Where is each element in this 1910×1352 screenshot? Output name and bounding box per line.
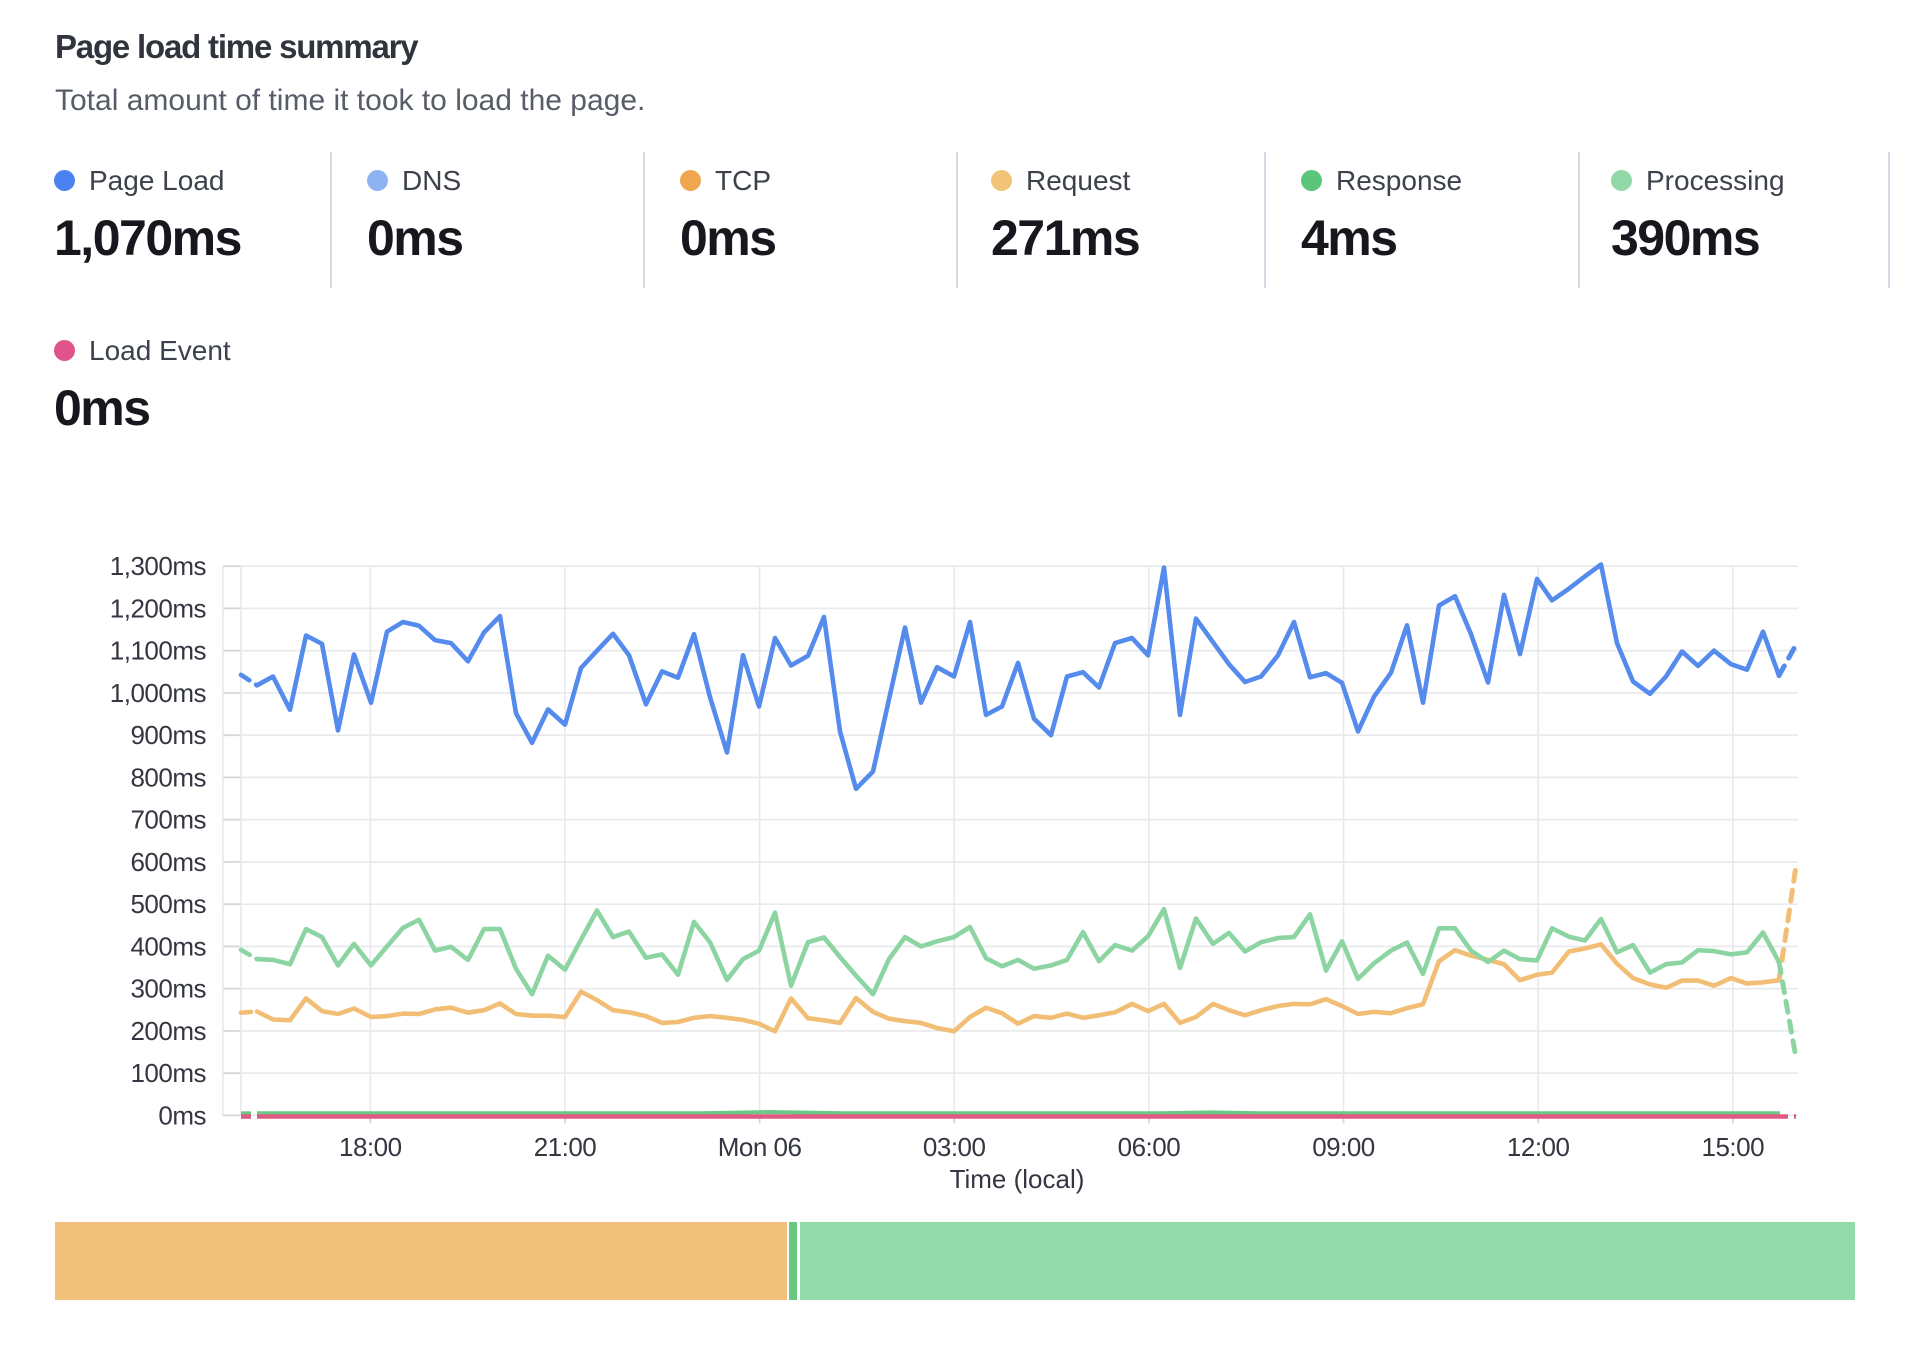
svg-text:800ms: 800ms: [130, 762, 206, 792]
svg-text:15:00: 15:00: [1702, 1132, 1765, 1162]
svg-text:600ms: 600ms: [130, 847, 206, 877]
svg-text:200ms: 200ms: [130, 1016, 206, 1046]
svg-text:900ms: 900ms: [130, 720, 206, 750]
svg-text:Time (local): Time (local): [950, 1164, 1085, 1194]
svg-text:18:00: 18:00: [339, 1132, 402, 1162]
svg-text:100ms: 100ms: [130, 1058, 206, 1088]
svg-text:300ms: 300ms: [130, 974, 206, 1004]
svg-text:03:00: 03:00: [923, 1132, 986, 1162]
svg-text:06:00: 06:00: [1118, 1132, 1181, 1162]
svg-text:1,100ms: 1,100ms: [110, 636, 207, 666]
svg-text:700ms: 700ms: [130, 805, 206, 835]
svg-text:09:00: 09:00: [1312, 1132, 1375, 1162]
svg-text:12:00: 12:00: [1507, 1132, 1570, 1162]
svg-text:1,300ms: 1,300ms: [110, 551, 207, 581]
svg-text:500ms: 500ms: [130, 889, 206, 919]
svg-text:0ms: 0ms: [158, 1100, 206, 1130]
svg-text:400ms: 400ms: [130, 931, 206, 961]
svg-text:1,000ms: 1,000ms: [110, 678, 207, 708]
svg-text:Mon 06: Mon 06: [718, 1132, 802, 1162]
svg-text:1,200ms: 1,200ms: [110, 593, 207, 623]
svg-text:21:00: 21:00: [534, 1132, 597, 1162]
